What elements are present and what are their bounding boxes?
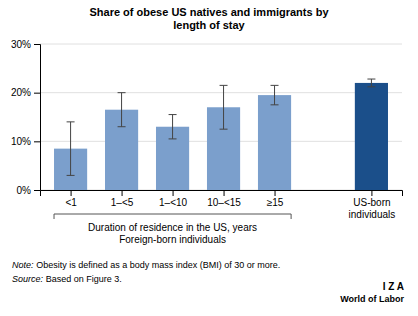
source-lead: Source: xyxy=(12,274,44,284)
title-line: Share of obese US natives and immigrants… xyxy=(89,6,329,18)
grid-line xyxy=(40,92,402,93)
y-tick-label: 0% xyxy=(17,185,32,196)
y-tick-label: 20% xyxy=(11,87,31,98)
x-tick-label: US-bornindividuals xyxy=(349,197,396,220)
x-tick-label: <1 xyxy=(65,197,77,208)
y-tick-mark xyxy=(34,190,40,191)
x-tick: 1–<5 xyxy=(111,190,134,208)
y-tick-label: 30% xyxy=(11,39,31,50)
error-bar-cap xyxy=(118,126,126,127)
grid-line xyxy=(40,44,402,45)
logo: I Z A xyxy=(383,281,404,292)
x-tick-mark xyxy=(173,190,174,196)
x-tick-mark xyxy=(122,190,123,196)
y-tick: 20% xyxy=(11,87,40,98)
note: Note:Obesity is defined as a body mass i… xyxy=(12,260,280,270)
x-tick-label-line: individuals xyxy=(349,209,396,220)
error-bar-cap xyxy=(169,138,177,139)
x-tick: <1 xyxy=(65,190,77,208)
bar xyxy=(258,95,291,190)
x-tick-label-line: 10–<15 xyxy=(207,197,241,208)
y-tick-mark xyxy=(34,93,40,94)
bracket-label: Foreign-born individuals xyxy=(119,234,226,245)
x-tick: 10–<15 xyxy=(207,190,241,208)
x-tick-mark xyxy=(371,190,372,196)
x-tick-mark xyxy=(275,190,276,196)
x-tick-label-line: <1 xyxy=(65,197,77,208)
error-bar xyxy=(118,93,126,127)
error-bar-cap xyxy=(220,85,228,86)
x-tick-label-line: 1–<10 xyxy=(159,197,188,208)
chart: Share of obese US natives and immigrants… xyxy=(0,0,418,316)
error-bar-cap xyxy=(271,104,279,105)
x-axis: <1 1–<5 1–<10 10–<15 ≥15 US-bornindividuals xyxy=(41,190,403,220)
logo: World of Labor xyxy=(340,294,404,304)
x-tick-label-line: 1–<5 xyxy=(111,197,134,208)
x-tick-label: 1–<5 xyxy=(111,197,134,208)
note-lead: Note: xyxy=(12,260,34,270)
x-tick-label-line: ≥15 xyxy=(267,197,284,208)
error-bar-line xyxy=(223,85,224,129)
y-tick: 30% xyxy=(11,39,40,50)
title: Share of obese US natives and immigrants… xyxy=(89,6,329,31)
error-bar-line xyxy=(70,122,71,176)
error-bar xyxy=(220,85,228,129)
error-bar-cap xyxy=(67,175,75,176)
x-tick: ≥15 xyxy=(267,190,284,208)
bracket-label: Duration of residence in the US, years xyxy=(88,222,257,233)
source-text: Based on Figure 3. xyxy=(46,274,122,284)
x-tick-label: 1–<10 xyxy=(159,197,188,208)
error-bar-line xyxy=(172,115,173,139)
bracket-line xyxy=(54,214,291,219)
x-tick: 1–<10 xyxy=(159,190,188,208)
error-bar-line xyxy=(371,79,372,87)
error-bar xyxy=(67,122,75,176)
error-bar-cap xyxy=(67,121,75,122)
grid xyxy=(40,44,402,190)
bar xyxy=(355,83,388,190)
x-tick: US-bornindividuals xyxy=(349,190,396,220)
x-tick-mark xyxy=(71,190,72,196)
error-bar xyxy=(271,85,279,104)
error-bar-cap xyxy=(169,114,177,115)
y-axis: 0% 10% 20% 30% xyxy=(11,39,41,196)
error-bar-cap xyxy=(118,92,126,93)
error-bar-line xyxy=(121,93,122,127)
error-bar-cap xyxy=(367,86,375,87)
y-tick-mark xyxy=(34,141,40,142)
x-tick-label: ≥15 xyxy=(267,197,284,208)
source: Source:Based on Figure 3. xyxy=(12,274,122,284)
title-line: length of stay xyxy=(173,19,245,31)
error-bar-cap xyxy=(220,129,228,130)
error-bar-line xyxy=(274,85,275,104)
error-bar xyxy=(367,79,375,87)
plot-area xyxy=(54,79,388,190)
y-tick-mark xyxy=(34,44,40,45)
error-bar-cap xyxy=(367,79,375,80)
y-tick: 10% xyxy=(11,136,40,147)
bracket xyxy=(54,214,291,219)
y-tick-label: 10% xyxy=(11,136,31,147)
note-text: Obesity is defined as a body mass index … xyxy=(36,260,280,270)
x-tick-label-line: US-born xyxy=(353,197,390,208)
y-tick: 0% xyxy=(17,185,40,196)
x-axis-line xyxy=(41,191,403,197)
error-bar-cap xyxy=(271,85,279,86)
y-axis-line xyxy=(34,45,41,191)
error-bar xyxy=(169,115,177,139)
x-tick-label: 10–<15 xyxy=(207,197,241,208)
x-tick-mark xyxy=(224,190,225,196)
